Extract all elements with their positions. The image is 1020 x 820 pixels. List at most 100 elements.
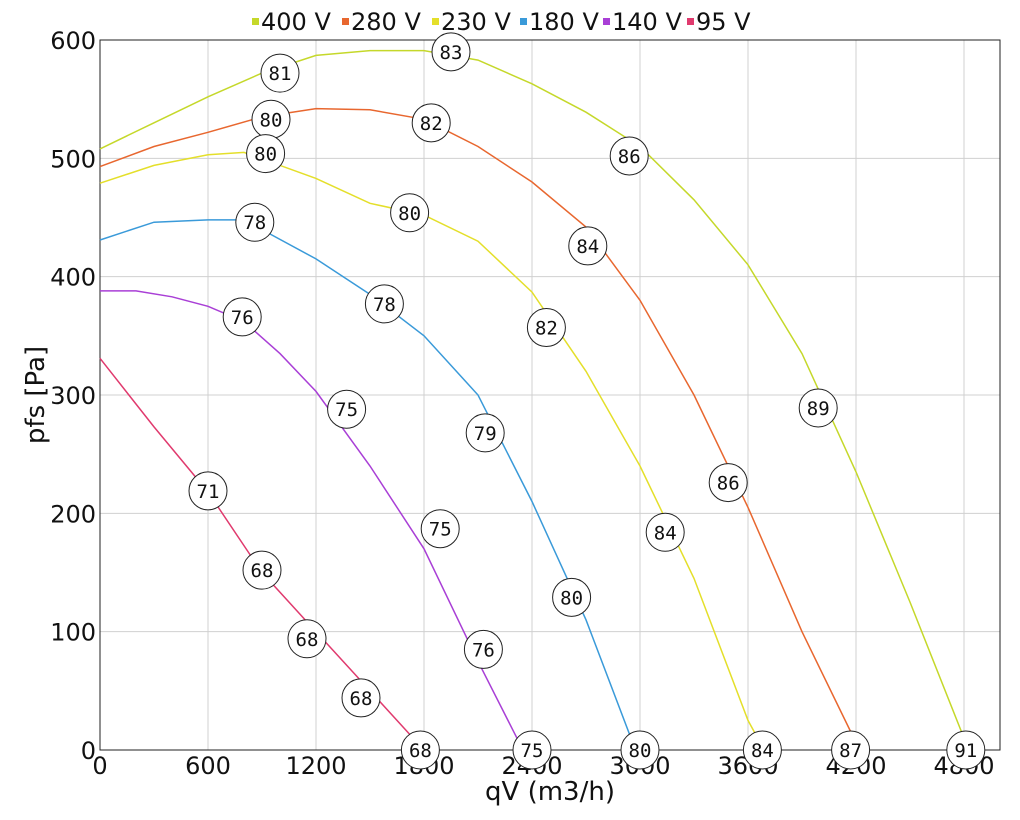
efficiency-label: 79: [465, 413, 505, 453]
label-circle: [831, 730, 871, 770]
label-circle: [364, 284, 404, 324]
label-circle: [645, 512, 685, 552]
label-text: 86: [717, 473, 740, 495]
label-circle: [242, 550, 282, 590]
label-circle: [620, 730, 660, 770]
label-text: 68: [350, 688, 373, 710]
label-circle: [742, 730, 782, 770]
label-text: 75: [335, 399, 358, 421]
legend-label: 95 V: [696, 8, 751, 36]
label-circle: [246, 134, 286, 174]
label-circle: [411, 103, 451, 143]
legend: 400 V 280 V 230 V 180 V 140 V 95 V: [252, 8, 751, 36]
legend-entry: 95 V: [687, 8, 751, 36]
label-circle: [400, 730, 440, 770]
efficiency-label: 91: [946, 730, 986, 770]
y-axis-title: pfs [Pa]: [21, 346, 51, 444]
efficiency-markers: 81 83 86 89 91 80 82 84 86 87 80 80 82 84 84 78 78 79 80 80…: [188, 32, 986, 770]
efficiency-label: 80: [251, 99, 291, 139]
label-circle: [512, 730, 552, 770]
efficiency-label: 75: [327, 389, 367, 429]
label-text: 75: [429, 519, 452, 541]
label-text: 80: [260, 109, 283, 131]
legend-swatch: [252, 18, 259, 25]
label-circle: [609, 136, 649, 176]
label-text: 89: [807, 398, 830, 420]
label-text: 87: [839, 740, 862, 762]
efficiency-label: 71: [188, 471, 228, 511]
label-text: 75: [521, 740, 544, 762]
legend-label: 280 V: [351, 8, 421, 36]
label-text: 82: [535, 318, 558, 340]
efficiency-label: 80: [390, 193, 430, 233]
y-tick-label: 400: [50, 264, 96, 292]
efficiency-label: 82: [526, 308, 566, 348]
label-text: 80: [560, 587, 583, 609]
legend-label: 230 V: [441, 8, 511, 36]
y-axis-ticks: 0 100 200 300 400 500 600: [50, 27, 96, 765]
series-line: [99, 49, 979, 751]
efficiency-label: 68: [242, 550, 282, 590]
y-tick-label: 200: [50, 500, 96, 528]
label-text: 68: [296, 629, 319, 651]
legend-swatch: [342, 18, 349, 25]
efficiency-label: 75: [512, 730, 552, 770]
label-circle: [260, 53, 300, 93]
efficiency-label: 89: [798, 388, 838, 428]
label-text: 82: [420, 113, 443, 135]
y-tick-label: 300: [50, 382, 96, 410]
label-text: 80: [254, 144, 277, 166]
legend-swatch: [687, 18, 694, 25]
label-circle: [287, 619, 327, 659]
legend-label: 180 V: [529, 8, 599, 36]
label-circle: [798, 388, 838, 428]
legend-label: 140 V: [612, 8, 682, 36]
efficiency-label: 80: [620, 730, 660, 770]
efficiency-label: 68: [287, 619, 327, 659]
label-circle: [420, 509, 460, 549]
efficiency-label: 68: [341, 678, 381, 718]
label-text: 84: [751, 740, 774, 762]
legend-entry: 230 V: [432, 8, 511, 36]
efficiency-label: 75: [420, 509, 460, 549]
label-circle: [431, 32, 471, 72]
efficiency-label: 80: [552, 577, 592, 617]
label-text: 91: [954, 740, 977, 762]
legend-swatch: [520, 18, 527, 25]
label-circle: [327, 389, 367, 429]
efficiency-label: 86: [609, 136, 649, 176]
x-axis-ticks: 06001200180024003000360042004800: [92, 752, 994, 780]
label-text: 68: [409, 740, 432, 762]
efficiency-label: 84: [568, 226, 608, 266]
label-text: 78: [243, 212, 266, 234]
legend-label: 400 V: [261, 8, 331, 36]
label-circle: [552, 577, 592, 617]
efficiency-label: 86: [708, 463, 748, 503]
label-text: 71: [197, 481, 220, 503]
x-tick-label: 0: [92, 752, 107, 780]
legend-entry: 140 V: [603, 8, 682, 36]
label-text: 81: [269, 63, 292, 85]
label-text: 80: [398, 203, 421, 225]
label-circle: [946, 730, 986, 770]
label-text: 79: [474, 423, 497, 445]
series-line: [100, 290, 524, 751]
x-axis-title: qV (m3/h): [485, 777, 615, 807]
label-circle: [188, 471, 228, 511]
y-tick-label: 500: [50, 145, 96, 173]
label-circle: [390, 193, 430, 233]
label-text: 68: [251, 560, 274, 582]
legend-entry: 180 V: [520, 8, 599, 36]
efficiency-label: 76: [463, 629, 503, 669]
label-circle: [465, 413, 505, 453]
y-tick-label: 0: [81, 737, 96, 765]
legend-entry: 400 V: [252, 8, 331, 36]
x-tick-label: 1200: [285, 752, 346, 780]
legend-entry: 280 V: [342, 8, 421, 36]
efficiency-label: 68: [400, 730, 440, 770]
y-tick-label: 100: [50, 619, 96, 647]
efficiency-label: 81: [260, 53, 300, 93]
label-circle: [463, 629, 503, 669]
label-circle: [222, 297, 262, 337]
